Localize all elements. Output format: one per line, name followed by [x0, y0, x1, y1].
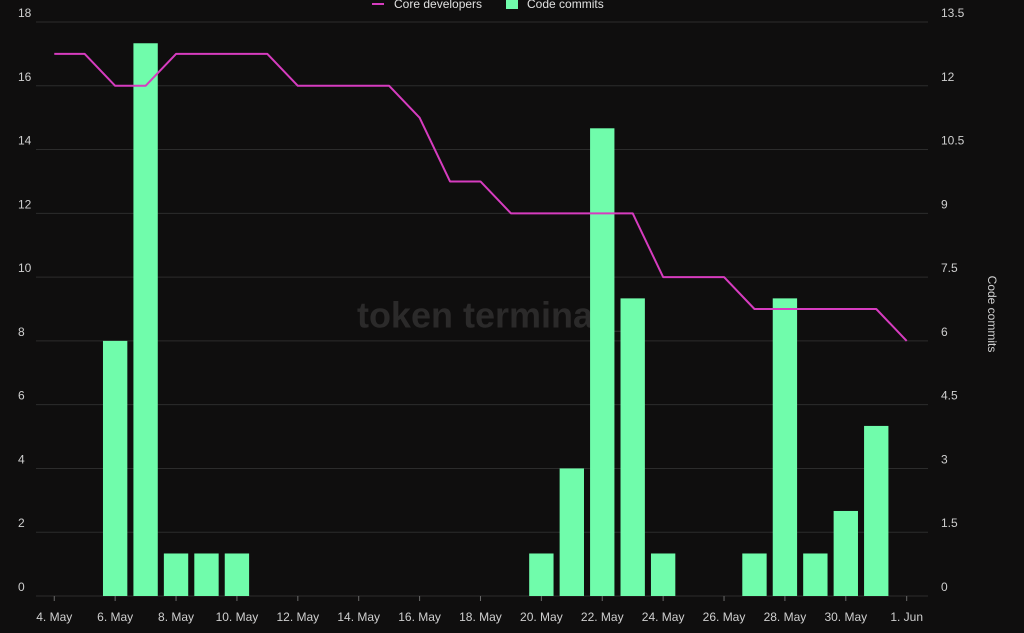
x-tick-label: 30. May [824, 610, 867, 624]
right-y-tick-label: 13.5 [941, 6, 965, 20]
x-tick-label: 14. May [337, 610, 380, 624]
legend[interactable]: Core developers Code commits [372, 0, 604, 11]
x-tick-label: 22. May [581, 610, 624, 624]
code-commits-bar [803, 553, 827, 596]
left-y-tick-label: 18 [18, 6, 32, 20]
code-commits-bar [103, 341, 127, 596]
x-tick-label: 26. May [703, 610, 746, 624]
watermark: token terminal_ [357, 295, 624, 336]
x-tick-label: 1. Jun [890, 610, 923, 624]
legend-item-core-developers[interactable]: Core developers [372, 0, 482, 11]
right-y-tick-label: 0 [941, 580, 948, 594]
left-y-tick-label: 6 [18, 389, 25, 403]
code-commits-bar [621, 298, 645, 596]
x-tick-label: 8. May [158, 610, 194, 624]
left-y-tick-label: 8 [18, 325, 25, 339]
x-tick-label: 28. May [764, 610, 807, 624]
x-axis: 4. May 6. May 8. May 10. May 12. May 14. May 1… [36, 596, 923, 624]
right-y-tick-label: 6 [941, 325, 948, 339]
legend-item-code-commits[interactable]: Code commits [506, 0, 604, 11]
code-commits-bar [590, 128, 614, 596]
left-y-axis: 0 2 4 6 8 10 12 14 16 18 [18, 6, 32, 594]
right-y-tick-label: 9 [941, 197, 948, 211]
x-tick-label: 24. May [642, 610, 685, 624]
right-y-tick-label: 7.5 [941, 261, 958, 275]
code-commits-bar [133, 43, 157, 596]
x-tick-label: 6. May [97, 610, 133, 624]
right-y-tick-label: 12 [941, 70, 955, 84]
left-y-tick-label: 2 [18, 516, 25, 530]
code-commits-bar [194, 553, 218, 596]
left-y-tick-label: 16 [18, 70, 32, 84]
code-commits-bar [834, 511, 858, 596]
right-y-tick-label: 4.5 [941, 389, 958, 403]
left-y-tick-label: 4 [18, 452, 25, 466]
code-commits-bar [164, 553, 188, 596]
right-y-axis: 0 1.5 3 4.5 6 7.5 9 10.5 12 13.5 [941, 6, 965, 594]
x-tick-label: 12. May [276, 610, 319, 624]
x-tick-label: 20. May [520, 610, 563, 624]
right-y-tick-label: 3 [941, 452, 948, 466]
code-commits-bar [742, 553, 766, 596]
x-tick-label: 4. May [36, 610, 72, 624]
left-y-tick-label: 12 [18, 197, 32, 211]
x-tick-label: 10. May [216, 610, 259, 624]
right-y-tick-label: 10.5 [941, 134, 965, 148]
left-y-tick-label: 0 [18, 580, 25, 594]
code-commits-bar [529, 553, 553, 596]
right-axis-title: Code commits [985, 276, 999, 353]
legend-label-core-developers: Core developers [394, 0, 482, 11]
code-commits-bar [651, 553, 675, 596]
code-commits-bar [773, 298, 797, 596]
left-y-tick-label: 10 [18, 261, 32, 275]
x-tick-label: 16. May [398, 610, 441, 624]
legend-label-code-commits: Code commits [527, 0, 604, 11]
code-commits-bar [560, 468, 584, 596]
code-commits-bar [225, 553, 249, 596]
legend-bar-swatch [506, 0, 518, 9]
right-y-tick-label: 1.5 [941, 516, 958, 530]
code-commits-bar [864, 426, 888, 596]
x-tick-label: 18. May [459, 610, 502, 624]
left-y-tick-label: 14 [18, 134, 32, 148]
